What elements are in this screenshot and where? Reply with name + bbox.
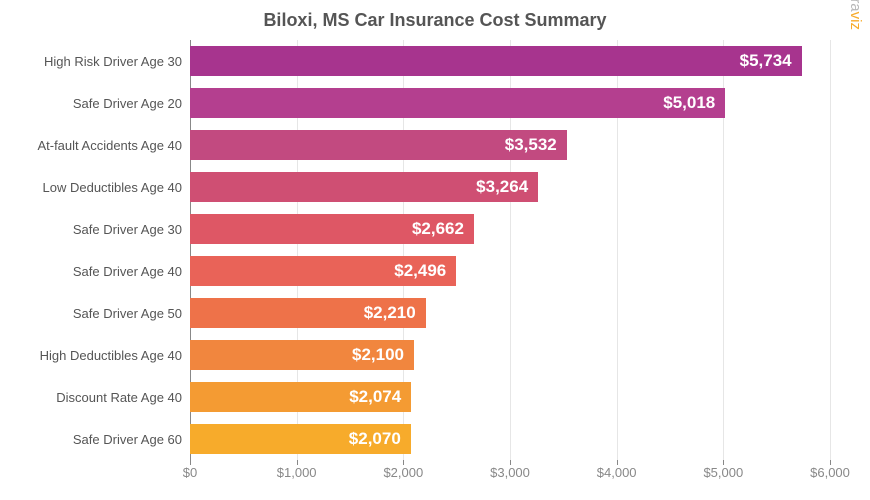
x-tick-label: $4,000 [597,465,637,480]
bar-value-label: $5,018 [663,93,715,113]
bar-value-label: $3,532 [505,135,557,155]
x-tick-label: $2,000 [383,465,423,480]
y-axis-label: High Risk Driver Age 30 [2,40,182,82]
bar: $3,532 [190,130,567,160]
bar-value-label: $2,074 [349,387,401,407]
y-axis-label: High Deductibles Age 40 [2,334,182,376]
bar-value-label: $2,496 [394,261,446,281]
bar-value-label: $2,070 [349,429,401,449]
bar: $2,496 [190,256,456,286]
bar-value-label: $2,662 [412,219,464,239]
y-axis-label: Safe Driver Age 60 [2,418,182,460]
brand-watermark: insuraviz [847,0,864,30]
x-tick-label: $6,000 [810,465,850,480]
bar-value-label: $5,734 [740,51,792,71]
gridline [830,40,831,460]
y-axis-label: Low Deductibles Age 40 [2,166,182,208]
x-tick-label: $1,000 [277,465,317,480]
bar: $5,734 [190,46,802,76]
chart-container: Biloxi, MS Car Insurance Cost Summary $5… [0,0,870,500]
y-axis-label: At-fault Accidents Age 40 [2,124,182,166]
bar-value-label: $2,100 [352,345,404,365]
bar: $2,100 [190,340,414,370]
y-axis-label: Safe Driver Age 40 [2,250,182,292]
bar: $3,264 [190,172,538,202]
y-axis-label: Safe Driver Age 20 [2,82,182,124]
bar: $2,074 [190,382,411,412]
bar-value-label: $3,264 [476,177,528,197]
bar: $5,018 [190,88,725,118]
bar: $2,662 [190,214,474,244]
chart-title: Biloxi, MS Car Insurance Cost Summary [0,0,870,37]
bar-value-label: $2,210 [364,303,416,323]
brand-prefix: insura [847,0,864,12]
x-tick-label: $5,000 [703,465,743,480]
x-tick-label: $3,000 [490,465,530,480]
bar: $2,070 [190,424,411,454]
bar: $2,210 [190,298,426,328]
y-axis-label: Safe Driver Age 50 [2,292,182,334]
y-axis-label: Discount Rate Age 40 [2,376,182,418]
plot-area: $5,734 $5,018 $3,532 $3,264 $2,662 $2,496 $2,2… [190,40,830,460]
x-tick-label: $0 [183,465,197,480]
y-axis-label: Safe Driver Age 30 [2,208,182,250]
x-axis: $0$1,000$2,000$3,000$4,000$5,000$6,000 [190,465,830,495]
brand-suffix: viz [847,12,864,30]
